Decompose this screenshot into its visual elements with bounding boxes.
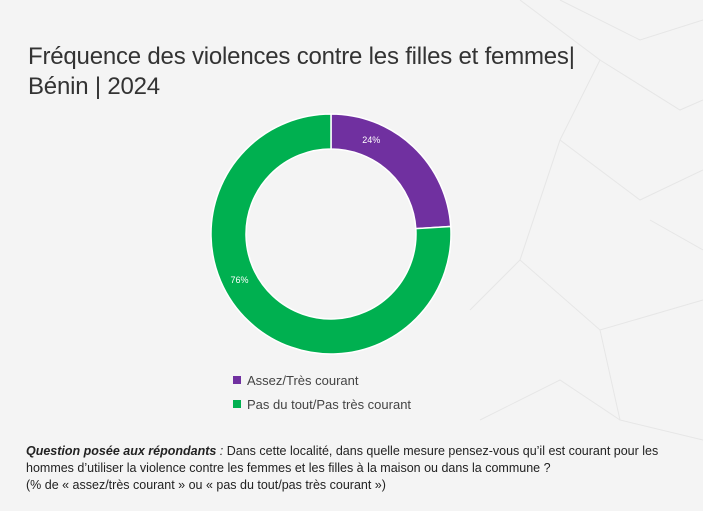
chart-title-line-1: Fréquence des violences contre les fille… xyxy=(28,43,575,70)
chart-title-line-2: Bénin | 2024 xyxy=(28,73,160,100)
question-label: Question posée aux répondants xyxy=(26,444,217,458)
chart-title: Fréquence des violences contre les fille… xyxy=(28,42,668,102)
legend-item-pas-du-tout: Pas du tout/Pas très courant xyxy=(233,392,411,416)
question-note: (% de « assez/très courant » ou « pas du… xyxy=(26,478,386,492)
chart-legend: Assez/Très courant Pas du tout/Pas très … xyxy=(233,368,411,416)
question-footnote: Question posée aux répondants : Dans cet… xyxy=(26,443,686,494)
donut-slice-1 xyxy=(210,113,452,355)
question-separator: : xyxy=(216,444,224,458)
legend-swatch-green xyxy=(233,400,241,408)
legend-item-assez-tres-courant: Assez/Très courant xyxy=(233,368,411,392)
legend-label: Pas du tout/Pas très courant xyxy=(247,396,412,412)
legend-label: Assez/Très courant xyxy=(247,372,359,388)
donut-slice-0 xyxy=(330,113,452,230)
legend-swatch-purple xyxy=(233,376,241,384)
donut-label-0: 24% xyxy=(362,135,380,145)
donut-label-1: 76% xyxy=(230,275,248,285)
question-text: Dans cette localité, dans quelle mesure … xyxy=(26,444,659,475)
